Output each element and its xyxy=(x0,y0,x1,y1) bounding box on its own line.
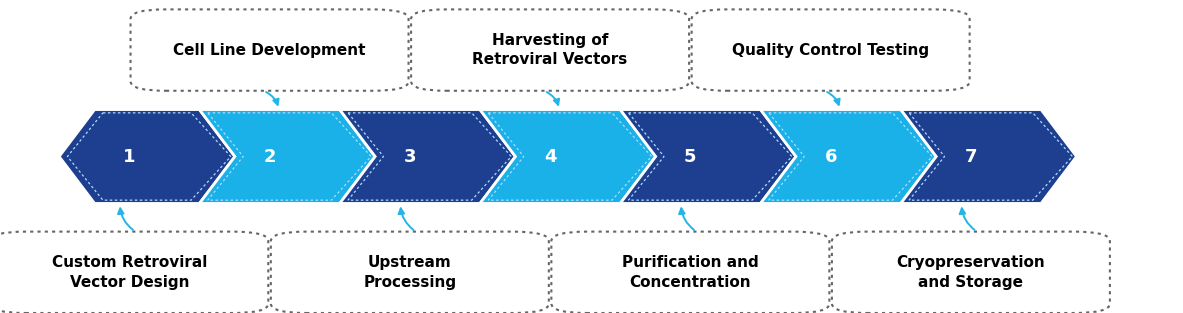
Text: Upstream
Processing: Upstream Processing xyxy=(363,255,457,290)
Text: 1: 1 xyxy=(123,147,136,166)
Text: Purification and
Concentration: Purification and Concentration xyxy=(622,255,758,290)
FancyBboxPatch shape xyxy=(551,232,829,313)
Text: Quality Control Testing: Quality Control Testing xyxy=(732,43,929,58)
Polygon shape xyxy=(761,110,936,203)
Polygon shape xyxy=(200,110,375,203)
Text: Cryopreservation
and Storage: Cryopreservation and Storage xyxy=(897,255,1046,290)
FancyBboxPatch shape xyxy=(0,232,269,313)
Text: 3: 3 xyxy=(403,147,416,166)
Polygon shape xyxy=(620,110,796,203)
Text: 6: 6 xyxy=(825,147,836,166)
Polygon shape xyxy=(59,110,235,203)
FancyBboxPatch shape xyxy=(130,9,408,91)
Polygon shape xyxy=(480,110,655,203)
Polygon shape xyxy=(340,110,516,203)
FancyBboxPatch shape xyxy=(692,9,970,91)
Polygon shape xyxy=(900,110,1077,203)
FancyBboxPatch shape xyxy=(832,232,1110,313)
Text: 4: 4 xyxy=(544,147,556,166)
FancyBboxPatch shape xyxy=(412,9,689,91)
Text: 5: 5 xyxy=(684,147,697,166)
Text: 2: 2 xyxy=(264,147,276,166)
Text: Custom Retroviral
Vector Design: Custom Retroviral Vector Design xyxy=(52,255,207,290)
Text: Cell Line Development: Cell Line Development xyxy=(173,43,366,58)
Text: 7: 7 xyxy=(964,147,977,166)
Text: Harvesting of
Retroviral Vectors: Harvesting of Retroviral Vectors xyxy=(472,33,628,68)
FancyBboxPatch shape xyxy=(271,232,549,313)
